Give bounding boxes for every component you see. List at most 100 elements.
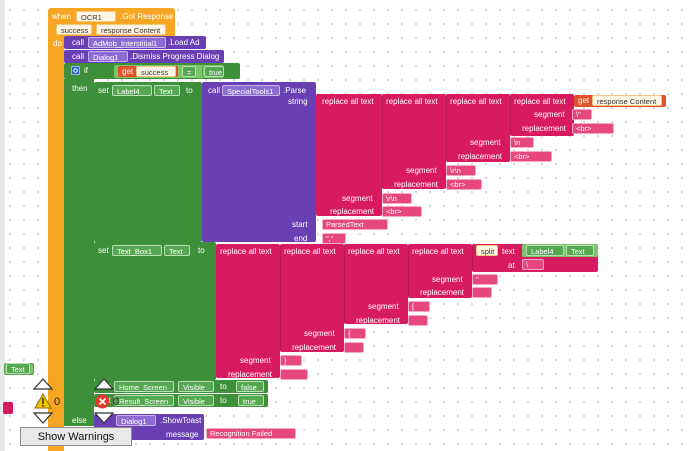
then-label: then bbox=[72, 84, 88, 93]
call-label: call bbox=[72, 38, 85, 47]
replace-label-5: replace all text bbox=[220, 247, 272, 256]
replacement-value-4[interactable]: <br> bbox=[572, 123, 614, 134]
replace-label-4: replace all text bbox=[514, 97, 566, 106]
segment-value-5[interactable]: } bbox=[280, 355, 302, 366]
segment-value-1[interactable]: \r\n bbox=[382, 193, 412, 204]
else-label: else bbox=[72, 416, 87, 425]
split-label4-dropdown[interactable]: Label4 bbox=[526, 245, 564, 256]
segment-value-4[interactable]: \" bbox=[572, 109, 592, 120]
replace-block-7[interactable] bbox=[344, 244, 408, 324]
segment-value-8[interactable]: " bbox=[472, 274, 498, 285]
specialtools-dropdown[interactable]: SpecialTools1 bbox=[222, 85, 280, 96]
segment-value-6[interactable]: { bbox=[344, 328, 366, 339]
replacement-value-2[interactable]: <br> bbox=[446, 179, 482, 190]
dialog-method: .Dismiss Progress Dialog bbox=[130, 52, 220, 61]
replacement-value-6[interactable] bbox=[344, 342, 364, 353]
error-count: 0 bbox=[113, 396, 120, 408]
split-text-label: text bbox=[502, 247, 515, 256]
replacement-label-7: replacement bbox=[356, 316, 401, 325]
replace-label-2: replace all text bbox=[386, 97, 438, 106]
if-block-spine bbox=[64, 79, 94, 414]
warning-down-arrow-icon[interactable] bbox=[32, 412, 54, 424]
replace-block-4[interactable] bbox=[510, 94, 574, 136]
home-screen-dropdown[interactable]: Home_Screen bbox=[114, 381, 174, 392]
set-label4-text[interactable] bbox=[94, 82, 202, 242]
error-down-arrow-icon[interactable] bbox=[93, 412, 115, 424]
event-name: .Got Response bbox=[120, 12, 174, 21]
error-up-arrow-icon[interactable] bbox=[93, 378, 115, 390]
start-value[interactable]: ParsedText bbox=[322, 219, 388, 230]
if-gear-icon[interactable] bbox=[71, 66, 80, 75]
end-value[interactable]: "," bbox=[322, 233, 346, 244]
replace-block-5[interactable] bbox=[216, 244, 280, 378]
to-label-2: to bbox=[198, 246, 205, 255]
param-success[interactable]: success bbox=[56, 24, 92, 35]
to-label: to bbox=[186, 86, 193, 95]
replace-block-2[interactable] bbox=[382, 94, 446, 189]
end-label: end bbox=[294, 234, 308, 243]
warning-up-arrow-icon[interactable] bbox=[32, 378, 54, 390]
to-label-3: to bbox=[220, 382, 227, 391]
segment-label-5: segment bbox=[240, 356, 271, 365]
string-label: string bbox=[288, 97, 308, 106]
replacement-label-8: replacement bbox=[420, 288, 465, 297]
at-value[interactable]: \ bbox=[522, 259, 544, 270]
toast-dialog-dropdown[interactable]: Dialog1 bbox=[116, 415, 156, 426]
result-screen-dropdown[interactable]: Result_Screen bbox=[114, 395, 174, 406]
get-label: get bbox=[122, 67, 134, 76]
get-success-dropdown[interactable]: success bbox=[136, 66, 176, 77]
segment-value-7[interactable]: [ bbox=[408, 301, 430, 312]
replace-label-8: replace all text bbox=[412, 247, 464, 256]
if-label: if bbox=[84, 66, 88, 75]
false-dropdown[interactable]: false bbox=[236, 381, 264, 392]
textbox1-dropdown[interactable]: Text_Box1 bbox=[112, 245, 162, 256]
param-response-content[interactable]: response Content bbox=[96, 24, 166, 35]
true-dropdown[interactable]: true bbox=[204, 66, 224, 77]
replacement-label-4: replacement bbox=[522, 124, 567, 133]
visible-prop-dropdown-2[interactable]: Visible bbox=[178, 395, 214, 406]
split-text-prop[interactable]: Text bbox=[566, 245, 594, 256]
eq-dropdown[interactable]: = bbox=[182, 66, 196, 77]
message-value[interactable]: Recognition Failed bbox=[206, 428, 296, 439]
segment-label-4: segment bbox=[534, 110, 565, 119]
workspace-gutter bbox=[0, 0, 5, 451]
segment-value-2[interactable]: \r\n bbox=[446, 165, 476, 176]
show-warnings-button[interactable]: Show Warnings bbox=[20, 427, 132, 446]
replacement-label-6: replacement bbox=[292, 343, 337, 352]
true-dropdown-2[interactable]: true bbox=[238, 395, 264, 406]
text-prop-dropdown-2[interactable]: Text bbox=[164, 245, 190, 256]
do-label: do bbox=[53, 39, 62, 48]
segment-label-1: segment bbox=[342, 194, 373, 203]
segment-label-8: segment bbox=[432, 275, 463, 284]
split-dropdown[interactable]: split bbox=[476, 245, 498, 256]
warning-count: 0 bbox=[54, 396, 61, 408]
replace-label-3: replace all text bbox=[450, 97, 502, 106]
stray-pink-block[interactable] bbox=[3, 402, 13, 414]
start-label: start bbox=[292, 220, 308, 229]
dialog-dropdown[interactable]: Dialog1 bbox=[88, 51, 128, 62]
set-textbox1-text[interactable] bbox=[94, 242, 216, 380]
replace-block-8[interactable] bbox=[408, 244, 472, 298]
replacement-value-7[interactable] bbox=[408, 315, 428, 326]
replacement-label-2: replacement bbox=[394, 180, 439, 189]
to-label-4: to bbox=[220, 396, 227, 405]
replace-label-7: replace all text bbox=[348, 247, 400, 256]
segment-value-3[interactable]: \n bbox=[510, 137, 534, 148]
text-prop-dropdown[interactable]: Text bbox=[154, 85, 180, 96]
replacement-value-1[interactable]: <br> bbox=[382, 206, 422, 217]
segment-label-3: segment bbox=[470, 138, 501, 147]
replacement-value-5[interactable] bbox=[280, 369, 308, 380]
replacement-value-3[interactable]: <br> bbox=[510, 151, 552, 162]
else-block bbox=[64, 414, 94, 426]
replacement-value-8[interactable] bbox=[472, 287, 492, 298]
replace-block-3[interactable] bbox=[446, 94, 510, 162]
visible-prop-dropdown[interactable]: Visible bbox=[178, 381, 214, 392]
label4-dropdown[interactable]: Label4 bbox=[112, 85, 152, 96]
event-component-dropdown[interactable]: OCR1 bbox=[76, 11, 116, 22]
response-content-dropdown[interactable]: response Content bbox=[592, 95, 662, 106]
call-specialtools-parse[interactable] bbox=[202, 82, 316, 242]
replace-block-1[interactable] bbox=[316, 94, 382, 216]
segment-label-6: segment bbox=[304, 329, 335, 338]
replace-block-6[interactable] bbox=[280, 244, 344, 352]
admob-dropdown[interactable]: AdMob_Interstitial1 bbox=[88, 37, 166, 48]
